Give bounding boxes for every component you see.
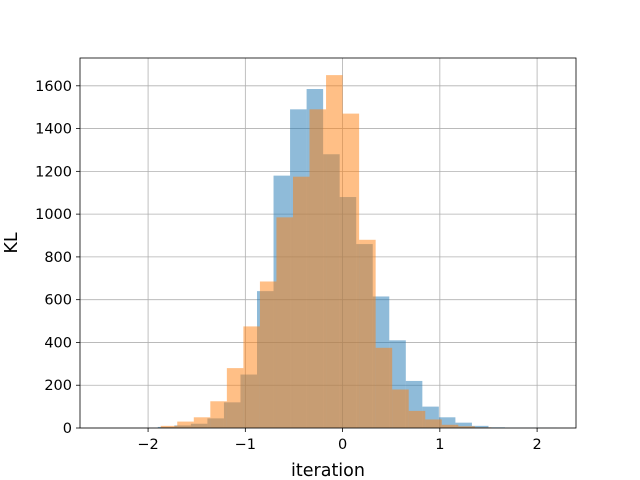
y-tick-label: 600 xyxy=(44,293,72,309)
x-tick-label: 2 xyxy=(532,437,541,453)
plot-frame xyxy=(79,57,577,429)
histogram-bar xyxy=(326,75,343,428)
y-tick-label: 800 xyxy=(44,250,72,266)
y-tick-label: 1200 xyxy=(35,164,72,180)
x-axis-label: iteration xyxy=(291,461,365,480)
histogram-bar xyxy=(243,326,260,428)
histogram-bar xyxy=(392,389,409,428)
y-tick-label: 1400 xyxy=(35,122,72,138)
histogram-bar xyxy=(276,217,293,428)
y-axis-label: KL xyxy=(2,232,22,253)
histogram-bar xyxy=(193,417,211,428)
histogram-bar xyxy=(438,417,456,428)
x-axis-ticks: −2 −1 0 1 2 xyxy=(137,428,542,453)
histogram-bar xyxy=(226,368,244,428)
histogram-bar xyxy=(309,109,327,429)
histogram-bar xyxy=(259,281,277,428)
histogram-bar xyxy=(210,401,227,428)
x-tick-label: 0 xyxy=(338,437,347,453)
histogram-bar xyxy=(458,426,475,428)
histogram-bar xyxy=(292,176,310,428)
histogram-bar xyxy=(441,424,459,428)
y-tick-label: 200 xyxy=(44,378,72,394)
y-tick-label: 1600 xyxy=(35,79,72,95)
histogram-bar xyxy=(342,113,360,428)
histogram-bar xyxy=(471,425,489,428)
histogram-bar xyxy=(177,421,194,428)
y-tick-label: 1000 xyxy=(35,207,72,223)
y-tick-label: 400 xyxy=(44,335,72,351)
series-1-bars xyxy=(160,75,492,429)
y-tick-label: 0 xyxy=(63,421,72,437)
y-axis-ticks: 0 200 400 600 800 1000 1200 1400 1600 xyxy=(35,79,80,437)
histogram-bar xyxy=(160,425,178,428)
x-tick-label: −1 xyxy=(235,437,256,453)
histogram-bar xyxy=(455,422,472,428)
histogram-bar xyxy=(425,419,442,428)
bars xyxy=(157,75,557,429)
histogram-bar xyxy=(408,410,426,428)
x-tick-label: −2 xyxy=(137,437,158,453)
histogram-bar xyxy=(375,347,393,428)
histogram-bar xyxy=(359,239,376,428)
x-tick-label: 1 xyxy=(435,437,444,453)
